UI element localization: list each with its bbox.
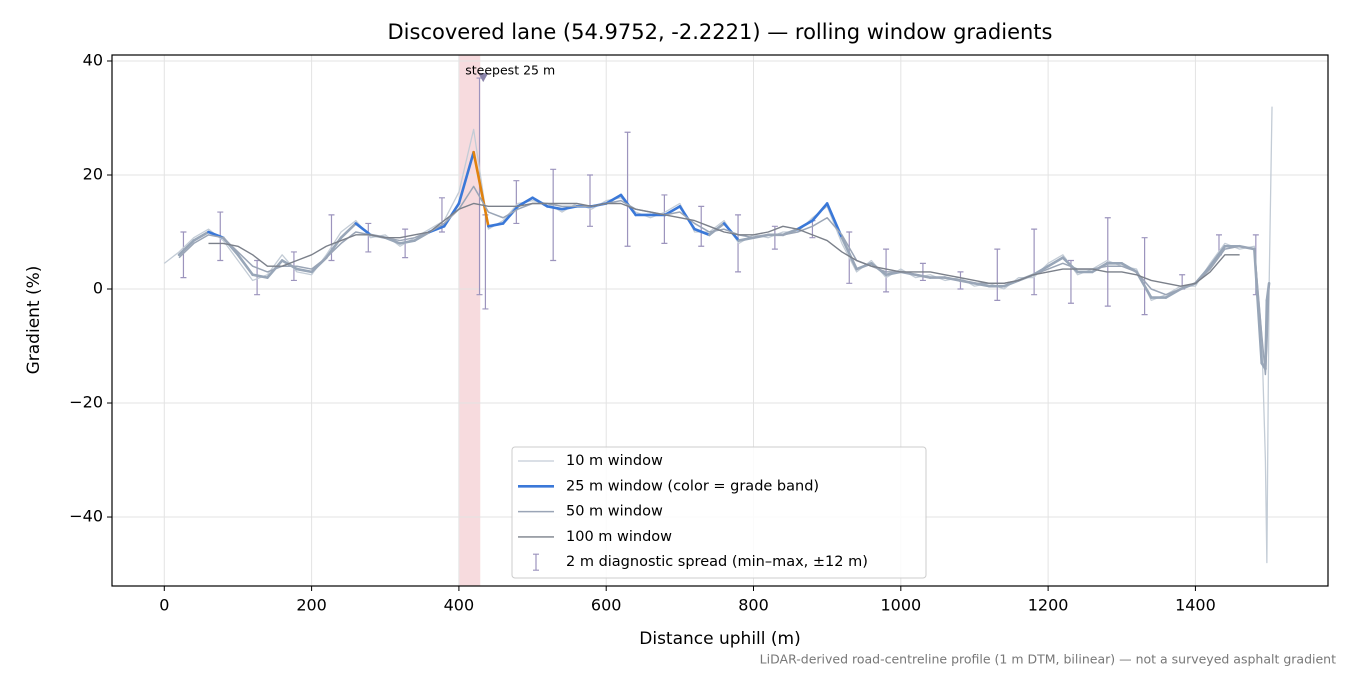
line-segment (501, 205, 520, 225)
error-bar (1067, 259, 1074, 304)
annotation-marker (478, 73, 489, 83)
x-tick-label: 200 (296, 596, 327, 615)
line-segment (339, 222, 358, 239)
error-bar (180, 231, 187, 279)
line-segment (604, 193, 623, 205)
y-tick-label: −20 (69, 393, 103, 412)
legend-label: 100 m window (566, 529, 672, 545)
error-bar (661, 194, 668, 245)
line-segment (545, 205, 564, 211)
line-segment (737, 236, 755, 242)
chart-title: Discovered lane (54.9752, -2.2221) — rol… (388, 20, 1053, 44)
error-bar (587, 174, 594, 227)
line-segment (1208, 244, 1227, 268)
error-bar (365, 222, 372, 253)
line-segment (487, 222, 505, 228)
line-segment (251, 273, 269, 279)
plot-area (163, 77, 1273, 564)
y-tick-label: 20 (83, 164, 103, 183)
x-tick-label: 1400 (1175, 596, 1216, 615)
line-segment (280, 259, 299, 271)
x-tick-label: 1200 (1028, 596, 1069, 615)
line-segment (177, 239, 196, 257)
x-tick-label: 600 (591, 596, 622, 615)
annotation-text: steepest 25 m (465, 63, 555, 78)
legend-label: 2 m diagnostic spread (min–max, ±12 m) (566, 554, 868, 570)
line-segment (531, 196, 549, 208)
highlight-span (459, 55, 481, 586)
error-bar (1141, 237, 1148, 316)
line-segment (855, 262, 873, 271)
line (178, 185, 1270, 376)
x-tick-label: 1000 (880, 596, 921, 615)
error-bar (1031, 228, 1038, 296)
x-tick-label: 0 (159, 596, 169, 615)
line-segment (663, 205, 682, 217)
line-segment (1046, 256, 1065, 268)
legend-label: 25 m window (color = grade band) (566, 478, 819, 494)
y-tick-label: 0 (93, 279, 103, 298)
x-tick-label: 400 (444, 596, 475, 615)
y-tick-label: 40 (83, 50, 103, 69)
error-bar (482, 214, 489, 310)
legend-label: 10 m window (566, 453, 663, 469)
y-tick-label: −40 (69, 507, 103, 526)
error-bar (883, 248, 890, 293)
legend-box (511, 446, 927, 579)
error-bar (994, 248, 1001, 302)
line-segment (457, 150, 475, 205)
error-bar (698, 205, 705, 247)
legend-label: 50 m window (566, 504, 663, 520)
line-segment (398, 239, 417, 245)
plot-frame (111, 54, 1329, 587)
line-segment (295, 267, 313, 274)
line (208, 202, 1240, 287)
error-bar (513, 180, 520, 225)
line-segment (192, 230, 210, 242)
y-axis-label: Gradient (%) (24, 266, 44, 375)
error-bar (1104, 217, 1111, 307)
line-segment (354, 222, 372, 237)
x-axis-label: Distance uphill (m) (639, 629, 800, 649)
line-segment (516, 196, 534, 208)
line-segment (796, 219, 814, 231)
line-segment (693, 227, 711, 237)
footnote: LiDAR-derived road-centreline profile (1… (760, 652, 1336, 667)
error-bar (550, 168, 557, 262)
line-segment (811, 202, 829, 222)
line-segment (236, 253, 254, 277)
x-tick-label: 800 (738, 596, 769, 615)
line-segment (472, 150, 490, 228)
line-segment (840, 236, 858, 271)
error-bar (624, 131, 631, 247)
legend-swatch (533, 553, 539, 571)
